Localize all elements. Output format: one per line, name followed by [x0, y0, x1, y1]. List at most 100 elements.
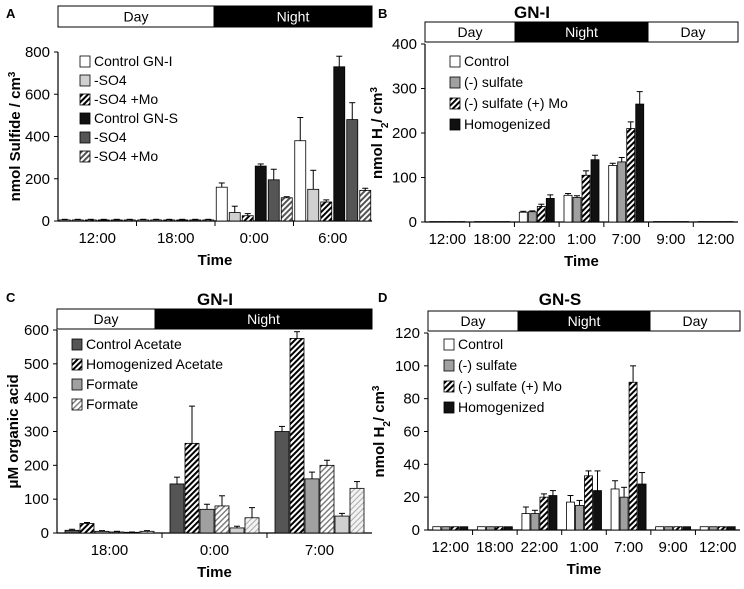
bar	[137, 219, 150, 222]
x-axis-label: Time	[197, 564, 232, 581]
panel-c: C GN-I Day Night 0 100 200 300 400 500 600 18:00 0:0…	[5, 290, 373, 581]
y-tick-label: 100	[395, 358, 420, 375]
legend-swatch	[79, 93, 91, 106]
bar	[71, 219, 84, 222]
legend-label: (-) sulfate (+) Mo	[458, 378, 562, 394]
y-tick-label: 400	[25, 129, 50, 146]
bar	[438, 221, 448, 223]
y-tick-label: 80	[403, 391, 420, 408]
bar	[459, 526, 469, 531]
bar	[617, 161, 627, 223]
x-tick-label: 12:00	[432, 539, 470, 556]
x-tick-label: 12:00	[699, 539, 737, 556]
legend-swatch	[71, 398, 83, 411]
legend-label: Control GN-S	[94, 110, 178, 126]
y-tick-label: 0	[41, 525, 49, 542]
chart-title: GN-I	[514, 3, 550, 22]
x-tick-label: 1:00	[569, 539, 598, 556]
day-band	[647, 21, 739, 43]
legend-label: -SO4 +Mo	[94, 148, 158, 164]
bar	[349, 487, 365, 534]
x-tick-label: 6:00	[318, 230, 347, 247]
chart-title: GN-S	[539, 290, 582, 309]
x-tick-label: 22:00	[521, 539, 559, 556]
bar	[456, 221, 466, 223]
y-tick-label: 200	[25, 171, 50, 188]
bar	[334, 515, 350, 534]
legend-swatch	[443, 380, 455, 393]
x-tick-label: 12:00	[78, 230, 116, 247]
x-axis-label: Time	[198, 252, 233, 269]
bar	[530, 513, 540, 531]
legend-swatch	[79, 74, 91, 87]
bar	[214, 505, 230, 534]
bar	[84, 219, 97, 222]
y-tick-label: 800	[25, 44, 50, 61]
bar	[503, 526, 513, 531]
bar	[563, 194, 573, 223]
y-tick-label: 300	[392, 81, 417, 98]
bar	[485, 526, 495, 531]
y-tick-label: 200	[24, 457, 49, 474]
bar	[610, 488, 620, 531]
bar	[673, 526, 683, 531]
legend-label: -SO4	[94, 72, 127, 88]
panel-letter: C	[6, 290, 16, 305]
x-tick-label: 9:00	[659, 539, 688, 556]
bar	[150, 219, 163, 222]
bar	[280, 197, 293, 222]
bar	[724, 221, 734, 223]
x-tick-label: 18:00	[476, 539, 514, 556]
bar	[79, 523, 95, 534]
panel-letter: A	[6, 6, 16, 21]
bar	[169, 483, 185, 534]
bar	[536, 206, 546, 223]
bar	[494, 526, 504, 531]
legend-label: -SO4 +Mo	[94, 91, 158, 107]
legend-swatch	[79, 150, 91, 163]
bar	[521, 513, 531, 531]
legend-swatch	[443, 401, 455, 414]
bar	[635, 103, 645, 223]
bar	[254, 165, 267, 222]
x-tick-label: 0:00	[200, 542, 229, 559]
chart-title: GN-I	[197, 290, 233, 309]
x-tick-label: 7:00	[305, 542, 334, 559]
bar	[176, 219, 189, 222]
bar	[432, 526, 442, 531]
bar	[628, 381, 638, 531]
x-tick-label: 7:00	[612, 231, 641, 248]
panel-b: B GN-I Day Night Day 0 100 200 300 400 12:00 18:00 2…	[369, 3, 739, 270]
legend-label: (-) sulfate (+) Mo	[464, 95, 568, 111]
bar	[289, 338, 305, 534]
y-tick-label: 0	[409, 214, 417, 231]
legend-label: Formate	[86, 376, 138, 392]
x-axis-label: Time	[564, 253, 599, 270]
legend-label: Control GN-I	[94, 53, 173, 69]
bar	[359, 189, 372, 222]
bar	[474, 221, 483, 223]
bar	[715, 221, 725, 223]
bar	[476, 526, 486, 531]
legend-swatch	[443, 359, 455, 372]
bar	[333, 66, 346, 222]
bar	[202, 219, 215, 222]
legend-label: Homogenized	[458, 399, 544, 415]
bar	[653, 221, 662, 223]
bar	[450, 526, 460, 531]
bar	[697, 221, 707, 223]
bar	[566, 501, 575, 531]
bar	[241, 215, 254, 222]
bar	[229, 527, 245, 534]
bar	[346, 119, 359, 222]
y-tick-label: 600	[25, 86, 50, 103]
bar	[671, 221, 680, 223]
bar	[581, 174, 591, 223]
bar	[548, 495, 558, 531]
y-tick-label: 600	[24, 322, 49, 339]
bar	[109, 531, 125, 534]
bar	[307, 188, 320, 222]
legend-label: Homogenized Acetate	[86, 356, 223, 372]
bar	[492, 221, 501, 223]
bar	[163, 219, 176, 222]
